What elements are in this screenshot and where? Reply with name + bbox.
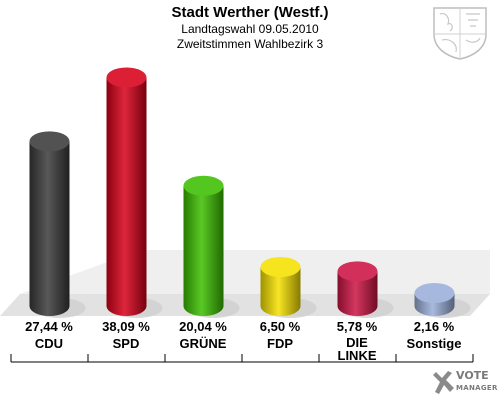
chart-subtitle-election: Landtagswahl 09.05.2010 <box>181 22 319 36</box>
value-label: 6,50 % <box>259 319 301 334</box>
chart-title: Stadt Werther (Westf.) <box>171 4 329 21</box>
bar-body <box>29 141 70 316</box>
chart-header: Stadt Werther (Westf.) Landtagswahl 09.0… <box>0 4 500 52</box>
chart-subtitle-district: Zweitstimmen Wahlbezirk 3 <box>176 37 324 51</box>
coat-of-arms-icon <box>433 7 487 60</box>
logo-line-vote: VOTE <box>456 369 489 382</box>
bar-body <box>337 271 378 316</box>
bar-cdu <box>29 131 86 318</box>
x-axis <box>10 354 474 363</box>
bar-spd <box>106 67 163 318</box>
category-label: CDU <box>34 336 64 351</box>
bar-top-cap <box>29 131 70 152</box>
category-label: FDP <box>267 336 293 351</box>
logo-line-manager: MANAGER <box>456 384 498 392</box>
bar-top-cap <box>106 67 147 88</box>
value-label: 5,78 % <box>336 319 378 334</box>
bar-top-cap <box>414 283 455 304</box>
category-label: SPD <box>112 336 140 351</box>
category-label: Sonstige <box>406 336 462 351</box>
bar-fdp <box>260 257 317 318</box>
value-label: 38,09 % <box>102 319 150 334</box>
bar-grüne <box>183 175 240 318</box>
value-label: 20,04 % <box>179 319 227 334</box>
bar-body <box>183 185 224 316</box>
bar-top-cap <box>337 261 378 282</box>
value-label: 27,44 % <box>25 319 73 334</box>
bar-die-linke <box>337 261 394 318</box>
bar-top-cap <box>260 257 301 277</box>
bar-sonstige <box>414 283 471 318</box>
bar-top-cap <box>183 175 224 196</box>
value-label: 2,16 % <box>413 319 455 334</box>
category-label: DIE LINKE <box>337 335 377 363</box>
bar-body <box>260 267 301 316</box>
bar-group <box>29 67 471 318</box>
category-label: GRÜNE <box>179 336 227 351</box>
vote-manager-logo: VOTE MANAGER <box>430 370 498 398</box>
bar-body <box>106 77 147 317</box>
checkmark-icon <box>433 371 454 394</box>
logo-text: VOTE MANAGER <box>456 370 498 394</box>
